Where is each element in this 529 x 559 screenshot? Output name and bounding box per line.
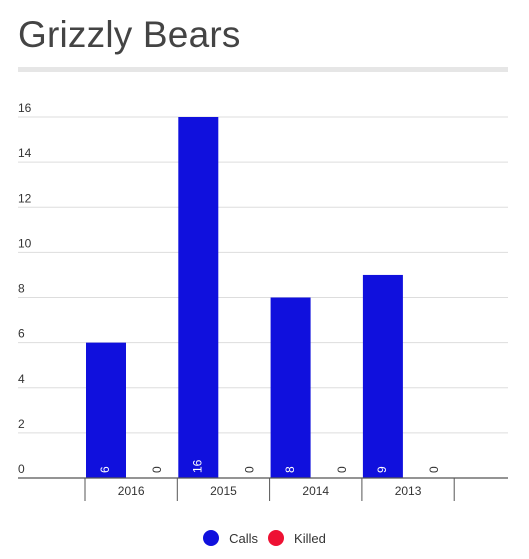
legend-swatch bbox=[203, 530, 220, 546]
x-tick-label: 2014 bbox=[302, 484, 329, 498]
data-label: 6 bbox=[98, 466, 112, 473]
x-tick-label: 2016 bbox=[118, 484, 145, 498]
data-label: 0 bbox=[427, 466, 441, 473]
bar-calls bbox=[270, 297, 311, 478]
data-label: 0 bbox=[335, 466, 349, 473]
bar-calls bbox=[362, 274, 403, 478]
y-tick-label: 4 bbox=[18, 372, 25, 386]
x-tick-label: 2015 bbox=[210, 484, 237, 498]
data-label: 0 bbox=[150, 466, 164, 473]
y-tick-label: 12 bbox=[18, 191, 32, 205]
title-divider bbox=[18, 67, 508, 72]
legend-label: Killed bbox=[294, 530, 326, 546]
y-tick-label: 0 bbox=[18, 462, 25, 476]
legend-label: Calls bbox=[229, 530, 259, 546]
x-tick-label: 2013 bbox=[395, 484, 422, 498]
legend-item-killed[interactable]: Killed bbox=[268, 530, 326, 546]
chart-title: Grizzly Bears bbox=[18, 14, 241, 55]
data-label: 8 bbox=[283, 466, 297, 473]
bar-calls bbox=[178, 117, 219, 478]
bar-chart: 0 2 4 6 8 10 12 14 16 6 0 2016 16 0 2015 8 0 2014 9 0 2013 bbox=[18, 101, 508, 501]
y-tick-label: 8 bbox=[18, 282, 25, 296]
bar-calls bbox=[86, 342, 126, 478]
chart-legend: Calls Killed bbox=[0, 527, 529, 549]
y-tick-label: 6 bbox=[18, 327, 25, 341]
y-tick-label: 14 bbox=[18, 146, 32, 160]
y-tick-label: 10 bbox=[18, 236, 32, 250]
data-label: 16 bbox=[190, 459, 204, 473]
y-tick-label: 2 bbox=[18, 417, 25, 431]
legend-swatch bbox=[268, 530, 285, 546]
data-label: 0 bbox=[242, 466, 256, 473]
data-label: 9 bbox=[375, 466, 389, 473]
legend-item-calls[interactable]: Calls bbox=[203, 530, 258, 546]
y-tick-label: 16 bbox=[18, 101, 32, 115]
